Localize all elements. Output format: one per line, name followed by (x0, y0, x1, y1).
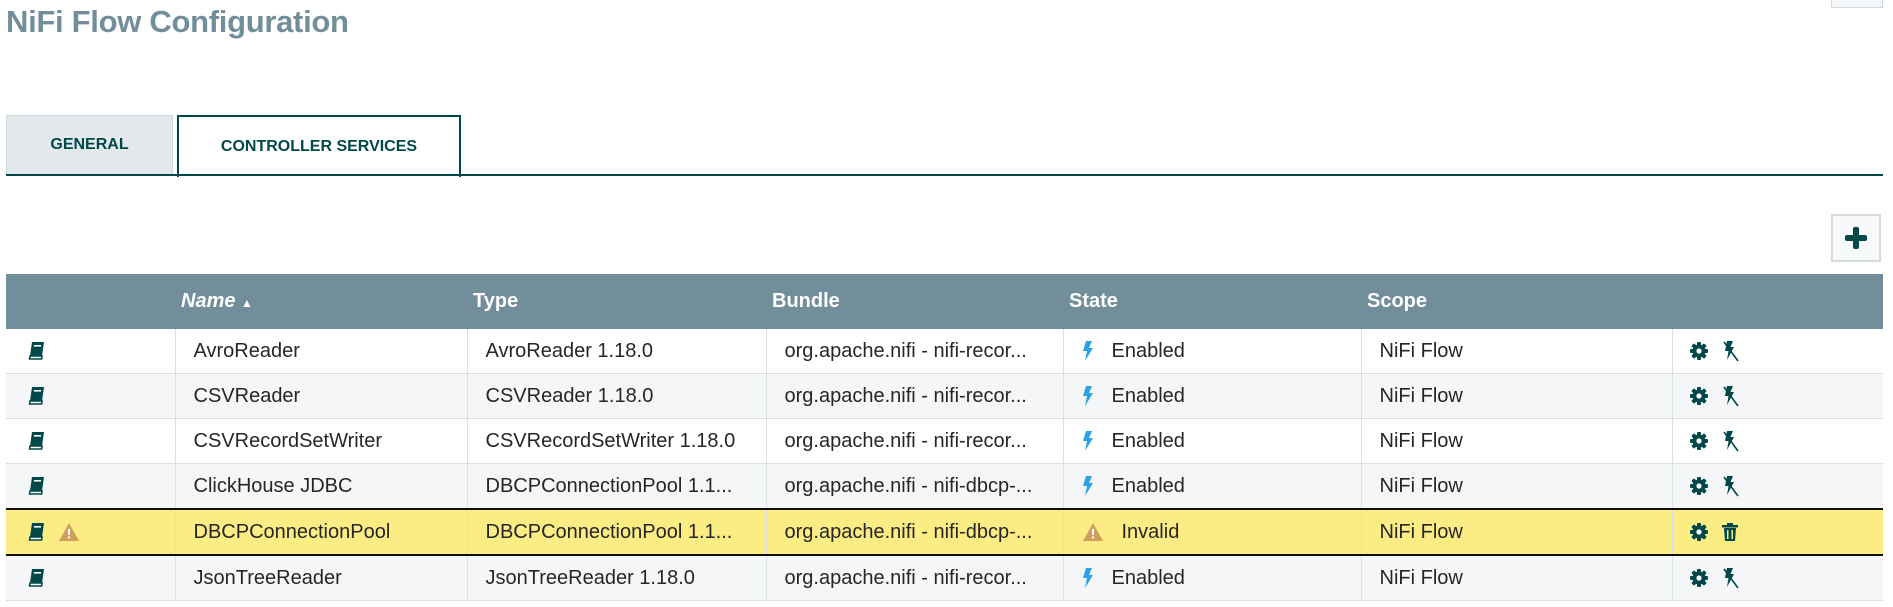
state-cell: Enabled (1063, 463, 1362, 510)
gear-icon[interactable] (1689, 341, 1709, 361)
state-label: Enabled (1111, 339, 1185, 362)
column-header-bundle[interactable]: Bundle (766, 274, 1063, 329)
plus-icon (1845, 227, 1867, 249)
table-row[interactable]: ClickHouse JDBC DBCPConnectionPool 1.1...… (6, 463, 1883, 510)
column-header-scope[interactable]: Scope (1361, 274, 1672, 329)
gear-icon[interactable] (1689, 522, 1709, 542)
usage-book-icon[interactable] (28, 341, 46, 361)
row-icons-cell (6, 555, 176, 601)
gear-icon[interactable] (1689, 431, 1709, 451)
table-header: Name ▲ Type Bundle State Scope (6, 274, 1883, 329)
enabled-lightning-icon (1082, 341, 1093, 362)
warning-icon (59, 523, 79, 542)
tab-divider (6, 174, 1883, 176)
name-cell: CSVRecordSetWriter (175, 418, 468, 464)
name-cell: AvroReader (175, 329, 468, 374)
page-title: NiFi Flow Configuration (6, 4, 349, 39)
controller-services-table: Name ▲ Type Bundle State Scope AvroReade… (6, 274, 1883, 601)
name-cell: DBCPConnectionPool (175, 508, 468, 556)
usage-book-icon[interactable] (28, 386, 46, 406)
bundle-cell: org.apache.nifi - nifi-recor... (766, 555, 1064, 601)
gear-icon[interactable] (1689, 476, 1709, 496)
row-icons-cell (6, 329, 176, 374)
actions-cell (1671, 555, 1883, 601)
table-row[interactable]: CSVRecordSetWriter CSVRecordSetWriter 1.1… (6, 418, 1883, 464)
table-row[interactable]: AvroReader AvroReader 1.18.0 org.apache.ni… (6, 329, 1883, 374)
actions-cell (1671, 463, 1883, 510)
column-header-icons (6, 274, 175, 329)
usage-book-icon[interactable] (28, 431, 46, 451)
scope-cell: NiFi Flow (1361, 508, 1673, 556)
bundle-cell: org.apache.nifi - nifi-recor... (766, 329, 1064, 374)
enabled-lightning-icon (1082, 476, 1093, 497)
state-cell: Enabled (1063, 373, 1362, 419)
enabled-lightning-icon (1082, 386, 1093, 407)
type-cell: DBCPConnectionPool 1.1... (467, 508, 767, 556)
add-controller-service-button[interactable] (1831, 214, 1881, 262)
bundle-cell: org.apache.nifi - nifi-dbcp-... (766, 508, 1064, 556)
column-header-name[interactable]: Name ▲ (175, 274, 467, 329)
column-header-actions (1672, 274, 1883, 329)
state-cell: Invalid (1063, 508, 1362, 556)
row-icons-cell (6, 418, 176, 464)
state-label: Invalid (1121, 520, 1180, 543)
state-label: Enabled (1111, 384, 1185, 407)
bundle-cell: org.apache.nifi - nifi-recor... (766, 373, 1064, 419)
actions-cell (1671, 508, 1883, 556)
column-header-state[interactable]: State (1063, 274, 1361, 329)
disable-icon[interactable] (1721, 340, 1741, 362)
disable-icon[interactable] (1721, 385, 1741, 407)
actions-cell (1671, 329, 1883, 374)
row-icons-cell (6, 463, 176, 510)
disable-icon[interactable] (1721, 475, 1741, 497)
state-cell: Enabled (1063, 329, 1362, 374)
scope-cell: NiFi Flow (1361, 418, 1673, 464)
usage-book-icon[interactable] (28, 522, 46, 542)
state-label: Enabled (1111, 429, 1185, 452)
bundle-cell: org.apache.nifi - nifi-dbcp-... (766, 463, 1064, 510)
sort-ascending-icon: ▲ (241, 296, 253, 310)
state-cell: Enabled (1063, 555, 1362, 601)
name-cell: CSVReader (175, 373, 468, 419)
state-cell: Enabled (1063, 418, 1362, 464)
tab-general[interactable]: GENERAL (6, 115, 173, 174)
tab-label: GENERAL (50, 136, 129, 153)
column-header-type[interactable]: Type (467, 274, 766, 329)
state-label: Enabled (1111, 474, 1185, 497)
table-row[interactable]: JsonTreeReader JsonTreeReader 1.18.0 org.a… (6, 555, 1883, 601)
actions-cell (1671, 373, 1883, 419)
row-icons-cell (6, 508, 176, 556)
name-cell: JsonTreeReader (175, 555, 468, 601)
disable-icon[interactable] (1721, 567, 1741, 589)
row-icons-cell (6, 373, 176, 419)
header-label: Name (181, 290, 236, 312)
enabled-lightning-icon (1082, 568, 1093, 589)
type-cell: CSVReader 1.18.0 (467, 373, 767, 419)
scope-cell: NiFi Flow (1361, 555, 1673, 601)
table-row[interactable]: CSVReader CSVReader 1.18.0 org.apache.nifi… (6, 373, 1883, 419)
scope-cell: NiFi Flow (1361, 373, 1673, 419)
usage-book-icon[interactable] (28, 568, 46, 588)
scope-cell: NiFi Flow (1361, 463, 1673, 510)
gear-icon[interactable] (1689, 386, 1709, 406)
close-button[interactable] (1831, 0, 1883, 8)
type-cell: AvroReader 1.18.0 (467, 329, 767, 374)
disable-icon[interactable] (1721, 430, 1741, 452)
state-label: Enabled (1111, 566, 1185, 589)
name-cell: ClickHouse JDBC (175, 463, 468, 510)
trash-icon[interactable] (1721, 522, 1739, 542)
scope-cell: NiFi Flow (1361, 329, 1673, 374)
type-cell: DBCPConnectionPool 1.1... (467, 463, 767, 510)
tab-controller-services[interactable]: CONTROLLER SERVICES (177, 115, 461, 177)
enabled-lightning-icon (1082, 431, 1093, 452)
type-cell: CSVRecordSetWriter 1.18.0 (467, 418, 767, 464)
tab-label: CONTROLLER SERVICES (220, 138, 418, 155)
warning-icon (1082, 523, 1103, 542)
usage-book-icon[interactable] (28, 476, 46, 496)
actions-cell (1671, 418, 1883, 464)
table-row[interactable]: DBCPConnectionPool DBCPConnectionPool 1.1… (6, 508, 1883, 556)
type-cell: JsonTreeReader 1.18.0 (467, 555, 767, 601)
gear-icon[interactable] (1689, 568, 1709, 588)
bundle-cell: org.apache.nifi - nifi-recor... (766, 418, 1064, 464)
